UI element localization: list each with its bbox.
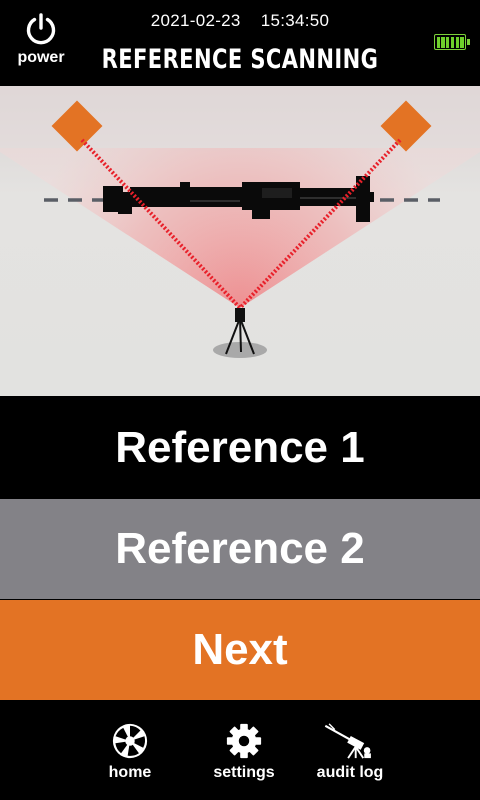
nav-settings[interactable]: settings <box>199 722 289 782</box>
aperture-icon <box>112 723 148 759</box>
tripod-scanner <box>213 308 267 358</box>
scanning-illustration <box>0 86 480 396</box>
gear-icon <box>226 723 262 759</box>
power-button[interactable]: power <box>10 12 72 74</box>
nav-audit-log-label: audit log <box>316 764 384 781</box>
date-text: 2021-02-23 <box>150 11 241 30</box>
reference-1-button[interactable]: Reference 1 <box>0 398 480 498</box>
next-button[interactable]: Next <box>0 600 480 700</box>
gun-silhouette <box>103 176 374 222</box>
header: power 2021-02-23 15:34:50 REFERENCE SCANN… <box>0 0 480 86</box>
power-icon <box>26 13 56 45</box>
nav-home-label: home <box>108 764 152 781</box>
power-label: power <box>17 49 65 66</box>
left-target <box>51 100 103 152</box>
nav-home[interactable]: home <box>85 722 175 782</box>
time-text: 15:34:50 <box>260 11 330 30</box>
datetime: 2021-02-23 15:34:50 <box>0 11 480 31</box>
bottom-nav: home settings <box>0 700 480 800</box>
turret-icon <box>324 723 371 759</box>
laser-beams <box>80 138 402 310</box>
nav-audit-log[interactable]: audit log <box>305 722 395 782</box>
page-title: REFERENCE SCANNING <box>101 44 379 75</box>
nav-settings-label: settings <box>213 764 275 781</box>
reference-2-button[interactable]: Reference 2 <box>0 499 480 599</box>
battery-full-icon <box>434 34 470 50</box>
